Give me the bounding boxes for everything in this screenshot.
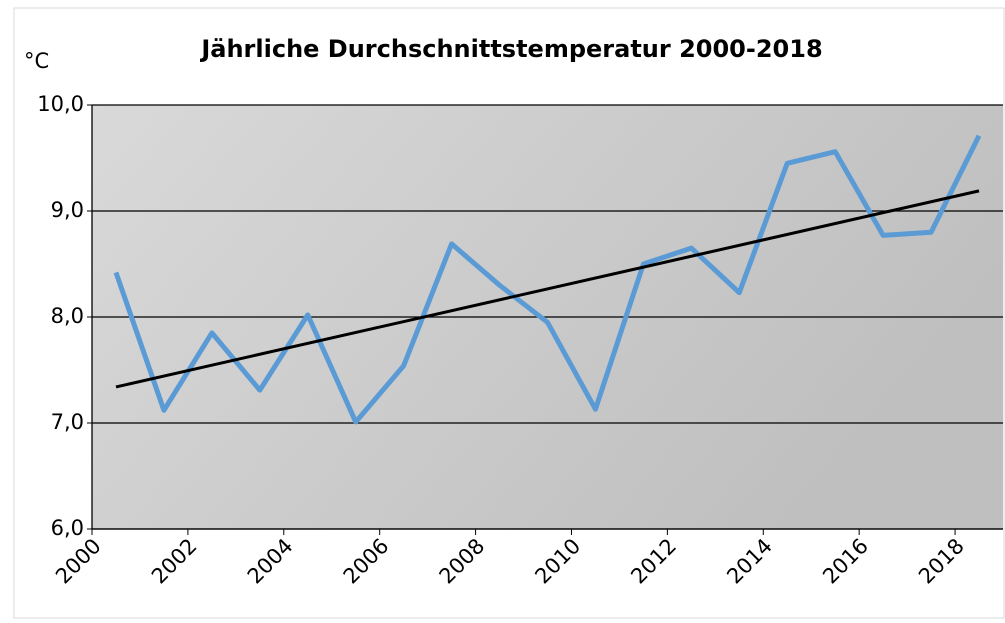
y-axis-label: °C xyxy=(24,49,49,73)
y-tick-label: 7,0 xyxy=(51,410,84,434)
y-tick-label: 6,0 xyxy=(51,516,84,540)
temperature-line xyxy=(113,134,982,425)
y-tick-label: 10,0 xyxy=(37,92,84,116)
trend-line xyxy=(115,189,980,389)
y-tick-label: 8,0 xyxy=(51,304,84,328)
y-tick-label: 9,0 xyxy=(51,198,84,222)
chart-title: Jährliche Durchschnittstemperatur 2000-2… xyxy=(199,35,822,63)
